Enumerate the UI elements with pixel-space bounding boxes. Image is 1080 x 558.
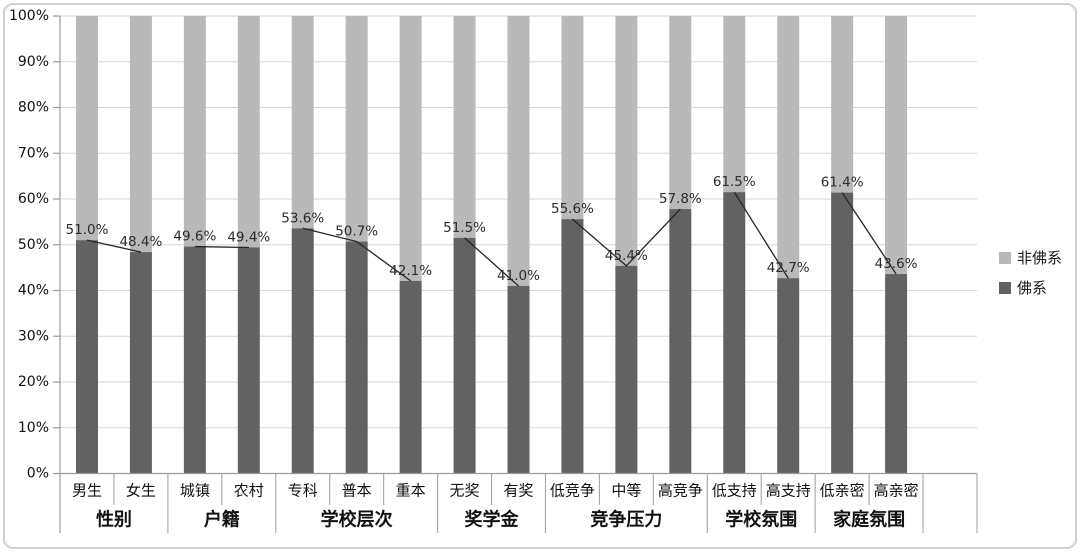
data-label: 49.4% [227, 229, 270, 245]
bar-segment-foxi [129, 252, 152, 474]
y-tick-label: 10% [18, 420, 49, 436]
data-label: 55.6% [551, 201, 594, 217]
data-label: 57.8% [659, 191, 702, 207]
category-label: 无奖 [450, 481, 480, 499]
series-line [733, 191, 789, 279]
bar-segment-feifoxi [129, 16, 152, 253]
data-label: 43.6% [875, 256, 918, 272]
bar-segment-feifoxi [237, 16, 260, 248]
category-label: 女生 [126, 481, 156, 499]
y-tick-label: 30% [18, 328, 49, 344]
bar-segment-foxi [777, 278, 800, 474]
data-label: 51.5% [443, 220, 486, 236]
y-tick-label: 60% [18, 191, 49, 207]
group-label: 竞争压力 [590, 509, 662, 531]
data-label: 42.1% [389, 263, 432, 279]
bar-segment-foxi [399, 280, 422, 474]
legend-label-feifoxi: 非佛系 [1017, 248, 1063, 267]
bar-segment-feifoxi [669, 16, 692, 210]
bar-segment-foxi [561, 219, 584, 474]
bar-segment-foxi [75, 240, 98, 474]
category-label: 高支持 [766, 481, 811, 499]
category-label: 高竞争 [658, 481, 703, 499]
category-label: 专科 [288, 481, 318, 499]
group-label: 户籍 [204, 509, 240, 531]
category-label: 有奖 [503, 481, 533, 499]
category-label: 低支持 [712, 481, 757, 499]
bar-segment-feifoxi [75, 16, 98, 241]
group-label: 性别 [96, 509, 132, 531]
bar-segment-feifoxi [615, 16, 638, 266]
data-label: 42.7% [767, 260, 810, 276]
y-tick-label: 80% [18, 100, 49, 116]
category-label: 低竞争 [550, 481, 595, 499]
group-label: 学校层次 [321, 509, 393, 531]
bar-segment-feifoxi [507, 16, 530, 286]
series-line [841, 192, 897, 275]
category-label: 农村 [234, 481, 264, 499]
y-tick-label: 50% [18, 237, 49, 253]
bar-segment-foxi [291, 228, 314, 474]
y-tick-label: 40% [18, 283, 49, 299]
bar-segment-foxi [453, 237, 476, 474]
legend: 非佛系 佛系 [999, 243, 1062, 303]
category-label: 重本 [396, 481, 426, 499]
y-tick-label: 100% [9, 8, 49, 24]
bar-segment-feifoxi [399, 16, 422, 281]
y-tick-label: 0% [27, 466, 49, 482]
legend-item-feifoxi: 非佛系 [999, 243, 1062, 273]
y-tick-label: 70% [18, 145, 49, 161]
series-line [194, 245, 249, 249]
bar-segment-feifoxi [345, 16, 368, 242]
legend-item-foxi: 佛系 [999, 273, 1062, 303]
bar-segment-foxi [507, 285, 530, 474]
bar-segment-foxi [183, 246, 206, 474]
category-label: 普本 [342, 481, 372, 499]
data-label: 45.4% [605, 248, 648, 264]
category-label: 高亲密 [874, 481, 919, 499]
bar-segment-feifoxi [183, 16, 206, 247]
data-label: 49.6% [173, 229, 216, 245]
data-label: 51.0% [66, 222, 109, 238]
series-line [86, 239, 142, 253]
group-label: 奖学金 [465, 509, 520, 531]
bar-segment-feifoxi [453, 16, 476, 238]
bar-segment-feifoxi [723, 16, 746, 193]
bar-segment-feifoxi [777, 16, 800, 279]
group-label: 家庭氛围 [833, 509, 905, 531]
data-label: 61.5% [713, 174, 756, 190]
bar-segment-feifoxi [885, 16, 908, 275]
data-label: 41.0% [497, 268, 540, 284]
bar-segment-feifoxi [561, 16, 584, 220]
group-label: 学校氛围 [725, 509, 797, 531]
bar-segment-foxi [615, 265, 638, 474]
legend-swatch-light-icon [999, 252, 1011, 264]
y-tick-label: 20% [18, 374, 49, 390]
bar-segment-foxi [669, 209, 692, 474]
bar-segment-foxi [345, 241, 368, 474]
data-label: 50.7% [335, 224, 378, 240]
series-line [302, 227, 412, 282]
category-label: 低亲密 [820, 481, 865, 499]
legend-swatch-dark-icon [999, 282, 1011, 294]
series-line [572, 208, 681, 267]
bar-segment-foxi [885, 274, 908, 474]
data-label: 48.4% [119, 234, 162, 250]
series-line [464, 237, 519, 287]
bar-segment-foxi [723, 192, 746, 474]
bar-segment-foxi [831, 192, 854, 474]
bar-segment-feifoxi [831, 16, 854, 193]
data-label: 53.6% [281, 210, 324, 226]
category-label: 城镇 [180, 481, 210, 499]
category-label: 男生 [72, 481, 102, 499]
data-label: 61.4% [821, 175, 864, 191]
y-tick-label: 90% [18, 54, 49, 70]
category-label: 中等 [611, 481, 641, 499]
bar-segment-feifoxi [291, 16, 314, 229]
bar-segment-foxi [237, 247, 260, 474]
legend-label-foxi: 佛系 [1017, 278, 1048, 297]
